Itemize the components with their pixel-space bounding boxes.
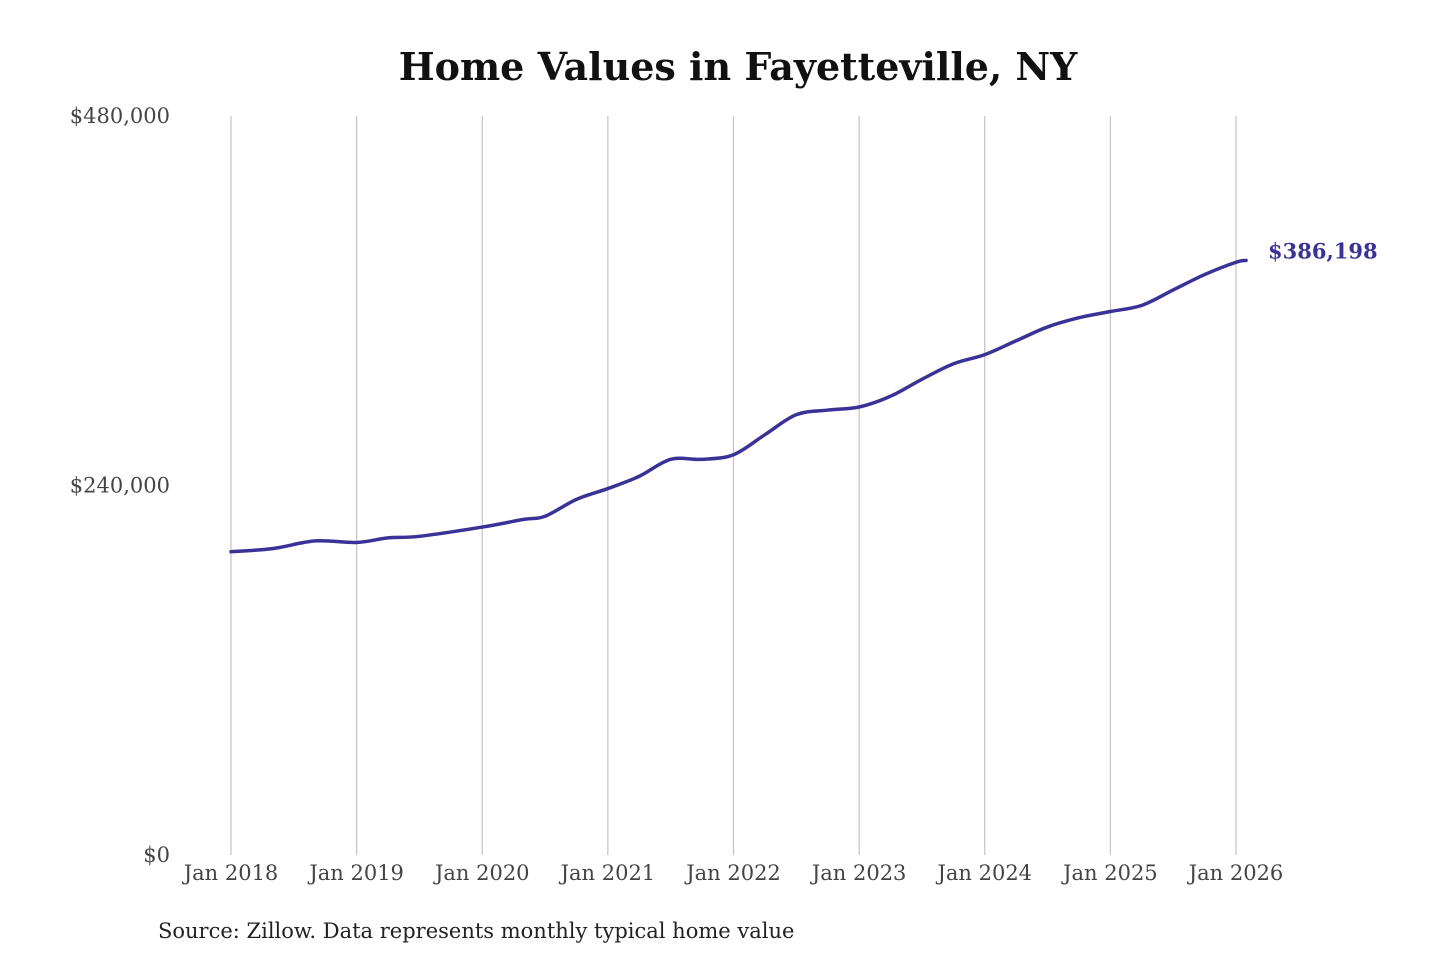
x-tick-label: Jan 2021: [559, 861, 656, 885]
x-tick-label: Jan 2024: [935, 861, 1032, 885]
x-tick-label: Jan 2018: [182, 861, 279, 885]
y-tick-label: $0: [143, 843, 170, 867]
series-line: [229, 258, 1248, 554]
x-tick-label: Jan 2025: [1061, 861, 1158, 885]
x-tick-label: Jan 2023: [810, 861, 907, 885]
y-tick-label: $480,000: [70, 104, 170, 128]
y-tick-label: $240,000: [70, 474, 170, 498]
x-tick-label: Jan 2026: [1187, 861, 1284, 885]
end-value-label: $386,198: [1268, 238, 1378, 263]
x-tick-label: Jan 2022: [684, 861, 781, 885]
source-note: Source: Zillow. Data represents monthly …: [158, 919, 794, 943]
x-tick-label: Jan 2020: [433, 861, 530, 885]
x-tick-label: Jan 2019: [307, 861, 404, 885]
chart-title: Home Values in Fayetteville, NY: [399, 44, 1078, 89]
